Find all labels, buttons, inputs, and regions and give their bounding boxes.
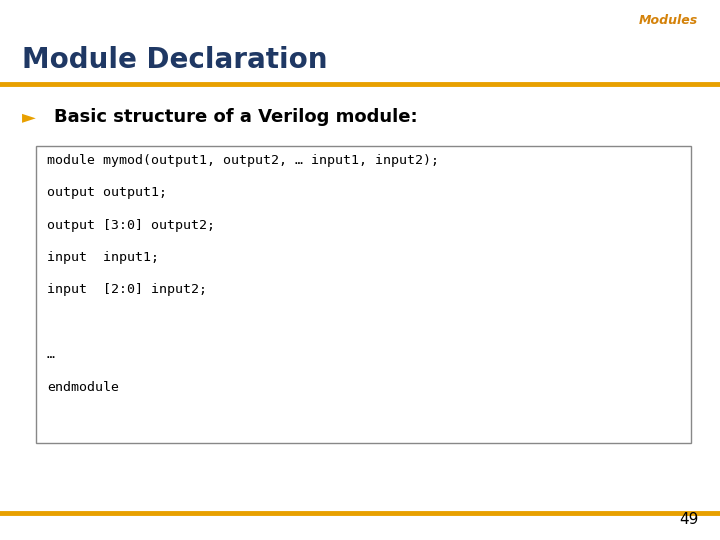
Text: Basic structure of a Verilog module:: Basic structure of a Verilog module:: [54, 108, 418, 126]
Text: ►: ►: [22, 108, 35, 126]
Text: endmodule: endmodule: [47, 381, 119, 394]
FancyBboxPatch shape: [36, 146, 691, 443]
Text: 49: 49: [679, 511, 698, 526]
Text: output output1;: output output1;: [47, 186, 167, 199]
Text: input  input1;: input input1;: [47, 251, 159, 264]
Text: module mymod(output1, output2, … input1, input2);: module mymod(output1, output2, … input1,…: [47, 154, 438, 167]
Text: …: …: [47, 348, 55, 361]
Text: input  [2:0] input2;: input [2:0] input2;: [47, 284, 207, 296]
Text: Module Declaration: Module Declaration: [22, 46, 327, 74]
Text: output [3:0] output2;: output [3:0] output2;: [47, 219, 215, 232]
Text: Modules: Modules: [639, 14, 698, 26]
